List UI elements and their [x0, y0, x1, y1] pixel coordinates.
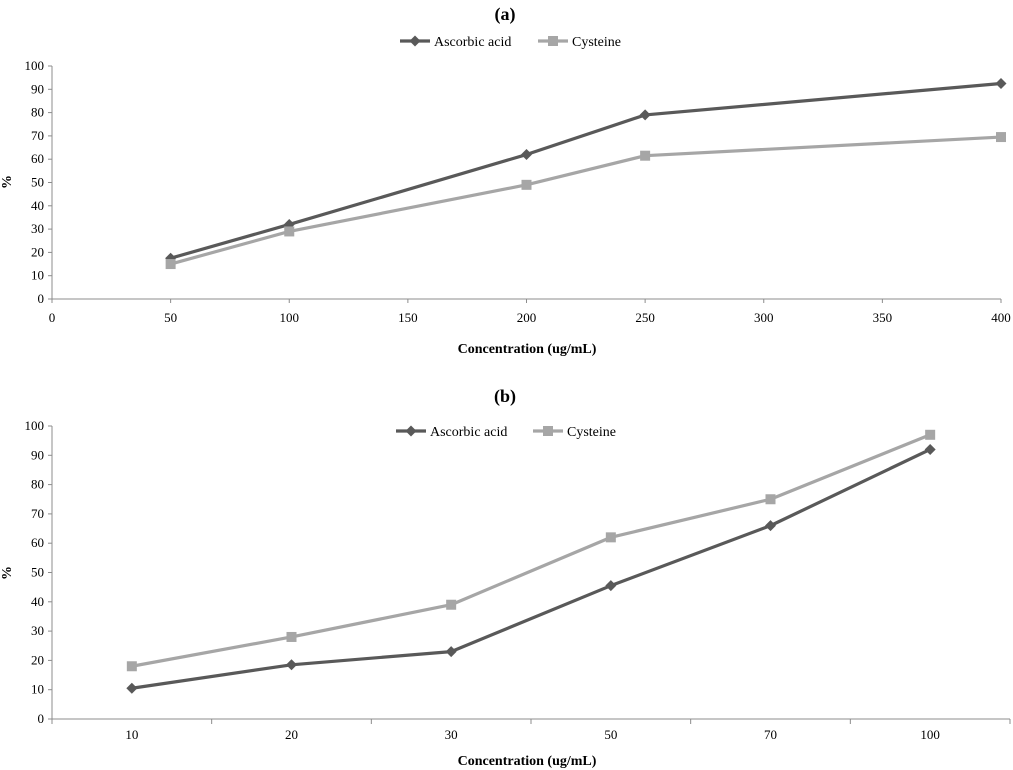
x-tick-label: 100 [920, 727, 940, 742]
data-point [924, 443, 936, 455]
x-tick-label: 50 [604, 727, 617, 742]
y-tick-label: 30 [31, 623, 44, 638]
legend-label: Ascorbic acid [430, 425, 507, 440]
legend-marker [543, 426, 553, 436]
legend-label: Ascorbic acid [434, 35, 511, 50]
x-tick-label: 100 [280, 310, 300, 325]
series-line [131, 447, 931, 690]
y-tick-label: 100 [25, 418, 45, 433]
y-tick-label: 50 [31, 175, 44, 190]
x-tick-label: 200 [517, 310, 537, 325]
data-point [605, 580, 617, 592]
data-point [521, 179, 532, 190]
data-point [765, 520, 776, 532]
legend: Ascorbic acid Cysteine [396, 425, 616, 440]
y-tick-label: 100 [25, 58, 45, 73]
data-point [765, 494, 776, 505]
series-cysteine [165, 132, 1006, 270]
data-point [640, 150, 651, 161]
data-point [995, 77, 1007, 89]
chart-panel-a: (a) 0 10 20 30 40 50 60 70 80 90 100 0 50 100 150 200 250… [0, 4, 1011, 357]
data-point [286, 631, 297, 642]
y-tick-label: 80 [31, 105, 44, 120]
data-point [996, 132, 1006, 143]
y-axis-label: % [0, 175, 15, 189]
x-tick-label: 20 [285, 727, 298, 742]
y-tick-label: 50 [31, 565, 44, 580]
data-point [446, 599, 457, 610]
legend-label: Cysteine [567, 425, 616, 440]
y-tick-label: 20 [31, 244, 44, 259]
data-point [605, 532, 616, 543]
y-tick-label: 60 [31, 151, 44, 166]
chart-panel-b: (b) 0 10 20 30 40 50 60 70 80 90 100 10 20 30 50 70 100 Co… [0, 386, 1011, 769]
legend-marker [548, 36, 558, 46]
legend-marker [405, 425, 417, 437]
x-tick-label: 10 [125, 727, 138, 742]
series-ascorbic-acid [126, 443, 936, 694]
x-tick-label: 300 [754, 310, 774, 325]
data-point [639, 109, 651, 121]
y-tick-label: 10 [31, 268, 44, 283]
legend-marker [409, 35, 421, 47]
y-tick-label: 0 [38, 291, 45, 306]
y-tick-label: 40 [31, 594, 44, 609]
data-point [286, 659, 297, 671]
y-tick-label: 70 [31, 506, 44, 521]
legend-label: Cysteine [572, 35, 621, 50]
y-tick-label: 80 [31, 477, 44, 492]
chart-title: (b) [494, 386, 516, 407]
x-tick-label: 250 [635, 310, 655, 325]
series-line [170, 135, 1002, 266]
data-point [165, 259, 176, 270]
x-axis-label: Concentration (ug/mL) [458, 342, 597, 357]
legend: Ascorbic acid Cysteine [400, 35, 621, 50]
y-tick-label: 70 [31, 128, 44, 143]
series-cysteine [126, 429, 936, 672]
x-tick-label: 150 [398, 310, 418, 325]
data-point [445, 646, 457, 658]
x-tick-label: 0 [49, 310, 56, 325]
y-tick-label: 10 [31, 682, 44, 697]
x-tick-label: 350 [873, 310, 893, 325]
chart-title: (a) [495, 4, 516, 25]
data-point [284, 226, 295, 237]
x-axis-label: Concentration (ug/mL) [458, 754, 597, 769]
y-axis-label: % [0, 566, 15, 580]
y-tick-label: 20 [31, 652, 44, 667]
data-point [126, 661, 137, 672]
x-tick-label: 30 [445, 727, 458, 742]
x-tick-label: 400 [991, 310, 1011, 325]
y-tick-label: 40 [31, 198, 44, 213]
data-point [126, 682, 138, 694]
x-tick-label: 70 [764, 727, 777, 742]
data-point [521, 149, 532, 161]
x-tick-label: 50 [164, 310, 177, 325]
data-point [925, 429, 936, 440]
y-tick-label: 30 [31, 221, 44, 236]
y-tick-label: 0 [38, 711, 45, 726]
y-tick-label: 90 [31, 81, 44, 96]
y-tick-label: 60 [31, 535, 44, 550]
y-tick-label: 90 [31, 447, 44, 462]
series-line [131, 433, 931, 668]
